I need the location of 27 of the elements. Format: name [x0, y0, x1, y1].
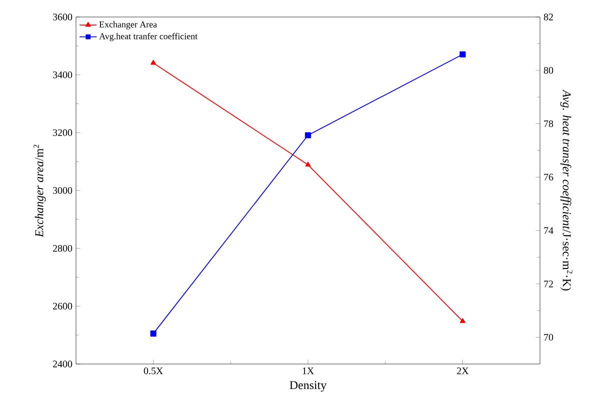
x-tick-label: 1X: [302, 368, 314, 374]
x-axis-title: Density: [290, 381, 327, 392]
y2-tick-label: 70: [544, 334, 554, 341]
y2-tick-label: 74: [544, 227, 554, 234]
point: [305, 162, 311, 167]
x-tick-label: 2X: [457, 368, 469, 374]
point: [304, 132, 312, 138]
y-tick-label: 2400: [52, 360, 72, 368]
point: [460, 51, 466, 58]
point: [460, 318, 466, 323]
y-tick-label: 3400: [53, 71, 72, 78]
y2-tick-label: 82: [544, 14, 553, 20]
y2-tick-label: 80: [544, 67, 554, 74]
y-tick-label: 3000: [53, 187, 72, 194]
y-axis-title: Exchanger area/m$^{2}$: [34, 144, 46, 238]
legend-label: Exchanger Area: [99, 21, 157, 30]
y2-tick-label: 76: [544, 174, 554, 180]
point: [150, 60, 156, 65]
y2-tick-label: 78: [544, 120, 554, 128]
y-tick-label: 3600: [53, 14, 72, 20]
legend-label: Avg.heat tranfer coefficient: [99, 32, 198, 42]
y-tick-label: 2800: [52, 244, 72, 252]
point: [150, 330, 156, 337]
y-tick-label: 3200: [53, 129, 72, 136]
x-tick-label: 0.5X: [144, 368, 163, 374]
y2-tick-label: 72: [544, 280, 553, 288]
y-tick-label: 2600: [52, 302, 72, 310]
